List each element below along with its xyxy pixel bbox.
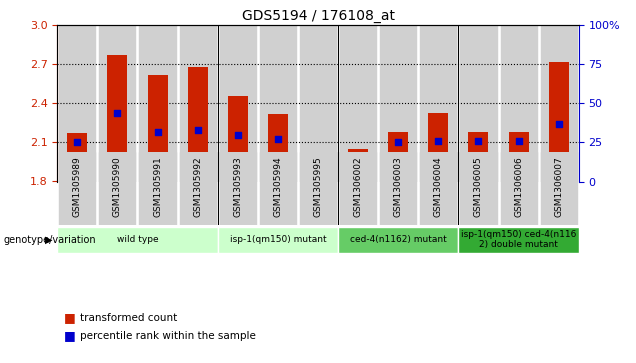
Bar: [340, 152, 376, 225]
Bar: [338, 227, 459, 253]
Bar: [420, 25, 457, 182]
Text: isp-1(qm150) ced-4(n116
2) double mutant: isp-1(qm150) ced-4(n116 2) double mutant: [461, 230, 576, 249]
Title: GDS5194 / 176108_at: GDS5194 / 176108_at: [242, 9, 394, 23]
Text: GSM1306002: GSM1306002: [354, 156, 363, 217]
Text: ■: ■: [64, 311, 75, 324]
Text: ced-4(n1162) mutant: ced-4(n1162) mutant: [350, 235, 446, 244]
Point: [553, 121, 563, 127]
Bar: [541, 25, 577, 182]
Point: [113, 110, 123, 116]
Bar: [57, 227, 218, 253]
Bar: [99, 152, 135, 225]
Text: GSM1306006: GSM1306006: [514, 156, 523, 217]
Point: [153, 129, 163, 134]
Bar: [59, 25, 95, 182]
Bar: [509, 132, 529, 182]
Text: GSM1305994: GSM1305994: [273, 156, 282, 217]
Bar: [428, 113, 448, 182]
Text: genotype/variation: genotype/variation: [3, 234, 96, 245]
Bar: [541, 152, 577, 225]
Text: GSM1305991: GSM1305991: [153, 156, 162, 217]
Text: GSM1305993: GSM1305993: [233, 156, 242, 217]
Text: GSM1306005: GSM1306005: [474, 156, 483, 217]
Bar: [139, 25, 176, 182]
Bar: [300, 152, 336, 225]
Point: [473, 138, 483, 144]
Bar: [188, 67, 208, 182]
Text: GSM1306003: GSM1306003: [394, 156, 403, 217]
Bar: [420, 152, 457, 225]
Text: GSM1305992: GSM1305992: [193, 156, 202, 217]
Text: GSM1305995: GSM1305995: [314, 156, 322, 217]
Bar: [380, 152, 417, 225]
Point: [73, 139, 83, 145]
Bar: [228, 95, 248, 182]
Point: [433, 138, 443, 144]
Bar: [260, 152, 296, 225]
Text: GSM1305989: GSM1305989: [73, 156, 82, 217]
Bar: [218, 227, 338, 253]
Bar: [99, 25, 135, 182]
Point: [393, 139, 403, 145]
Bar: [380, 25, 417, 182]
Bar: [59, 152, 95, 225]
Bar: [219, 152, 256, 225]
Bar: [460, 152, 497, 225]
Bar: [348, 149, 368, 182]
Point: [193, 127, 203, 133]
Bar: [139, 152, 176, 225]
Bar: [501, 152, 537, 225]
Bar: [388, 132, 408, 182]
Bar: [459, 227, 579, 253]
Bar: [308, 164, 328, 182]
Text: ▶: ▶: [45, 234, 52, 245]
Point: [313, 157, 323, 163]
Bar: [460, 25, 497, 182]
Text: percentile rank within the sample: percentile rank within the sample: [80, 331, 256, 341]
Text: GSM1306007: GSM1306007: [554, 156, 563, 217]
Bar: [179, 25, 216, 182]
Bar: [260, 25, 296, 182]
Bar: [469, 132, 488, 182]
Point: [273, 136, 283, 142]
Point: [233, 132, 243, 138]
Bar: [67, 133, 87, 182]
Text: isp-1(qm150) mutant: isp-1(qm150) mutant: [230, 235, 326, 244]
Text: transformed count: transformed count: [80, 313, 177, 323]
Text: ■: ■: [64, 329, 75, 342]
Point: [513, 138, 523, 144]
Bar: [107, 55, 127, 182]
Bar: [268, 114, 288, 182]
Bar: [219, 25, 256, 182]
Point: [353, 154, 363, 159]
Bar: [300, 25, 336, 182]
Bar: [549, 62, 569, 182]
Text: GSM1305990: GSM1305990: [113, 156, 122, 217]
Bar: [501, 25, 537, 182]
Text: wild type: wild type: [116, 235, 158, 244]
Bar: [179, 152, 216, 225]
Bar: [148, 75, 167, 182]
Text: GSM1306004: GSM1306004: [434, 156, 443, 217]
Bar: [340, 25, 376, 182]
